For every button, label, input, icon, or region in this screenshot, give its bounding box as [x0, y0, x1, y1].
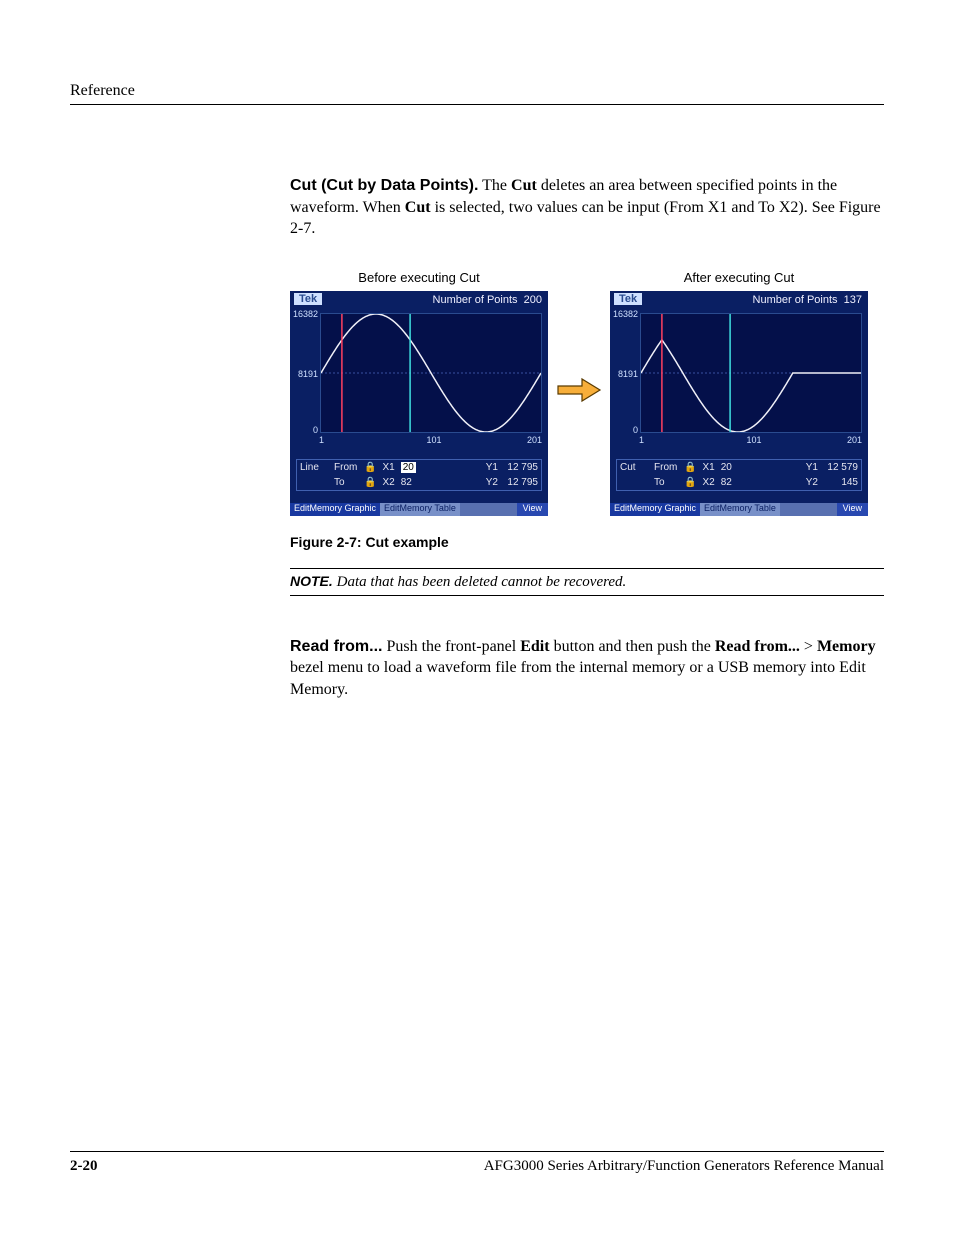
caption-before: Before executing Cut — [358, 270, 479, 285]
tab-view: View — [837, 503, 868, 516]
points-after: Number of Points 137 — [753, 294, 862, 306]
panel-after: After executing Cut Tek Number of Points… — [610, 270, 868, 516]
lock-icon: 🔒 — [681, 462, 699, 473]
paragraph-cut: Cut (Cut by Data Points). The Cut delete… — [290, 175, 884, 240]
running-header: Reference — [70, 82, 884, 100]
paragraph-readfrom: Read from... Push the front-panel Edit b… — [290, 636, 884, 701]
note-label: NOTE. — [290, 573, 333, 589]
tek-logo: Tek — [614, 293, 642, 305]
tab-table: EditMemory Table — [700, 503, 780, 516]
info-box-after: Cut From 🔒 X1 20 Y1 12 579 To 🔒 X2 82 — [616, 459, 862, 491]
footer: 2-20 AFG3000 Series Arbitrary/Function G… — [70, 1151, 884, 1175]
scope-after: Tek Number of Points 137 16382 8191 0 1 … — [610, 291, 868, 516]
panel-before: Before executing Cut Tek Number of Point… — [290, 270, 548, 516]
x-axis-labels: 1 101 201 — [640, 435, 862, 447]
lock-icon: 🔒 — [361, 477, 379, 488]
tabs-before: EditMemory Graphic EditMemory Table View — [290, 503, 548, 516]
tab-graphic: EditMemory Graphic — [290, 503, 380, 516]
tabs-after: EditMemory Graphic EditMemory Table View — [610, 503, 868, 516]
readfrom-heading: Read from... — [290, 638, 382, 655]
tab-graphic: EditMemory Graphic — [610, 503, 700, 516]
arrow-icon — [556, 376, 602, 404]
scope-before: Tek Number of Points 200 16382 8191 0 1 … — [290, 291, 548, 516]
info-box-before: Line From 🔒 X1 20 Y1 12 795 To 🔒 X2 82 — [296, 459, 542, 491]
tek-logo: Tek — [294, 293, 322, 305]
arrow-col — [554, 270, 604, 510]
cut-heading: Cut (Cut by Data Points). — [290, 177, 478, 194]
x-axis-labels: 1 101 201 — [320, 435, 542, 447]
tab-table: EditMemory Table — [380, 503, 460, 516]
graph-after — [640, 313, 862, 433]
points-before: Number of Points 200 — [433, 294, 542, 306]
figure-caption: Figure 2-7: Cut example — [290, 534, 884, 550]
page-number: 2-20 — [70, 1158, 98, 1175]
note-block: NOTE. Data that has been deleted cannot … — [290, 568, 884, 596]
lock-icon: 🔒 — [361, 462, 379, 473]
note-body: Data that has been deleted cannot be rec… — [337, 574, 627, 590]
caption-after: After executing Cut — [684, 270, 795, 285]
y-axis-labels: 16382 8191 0 — [612, 313, 640, 433]
tab-view: View — [517, 503, 548, 516]
figure-row: Before executing Cut Tek Number of Point… — [290, 270, 884, 516]
y-axis-labels: 16382 8191 0 — [292, 313, 320, 433]
header-rule — [70, 104, 884, 105]
lock-icon: 🔒 — [681, 477, 699, 488]
graph-before — [320, 313, 542, 433]
note-rule-bottom — [290, 595, 884, 596]
manual-title: AFG3000 Series Arbitrary/Function Genera… — [484, 1158, 884, 1175]
